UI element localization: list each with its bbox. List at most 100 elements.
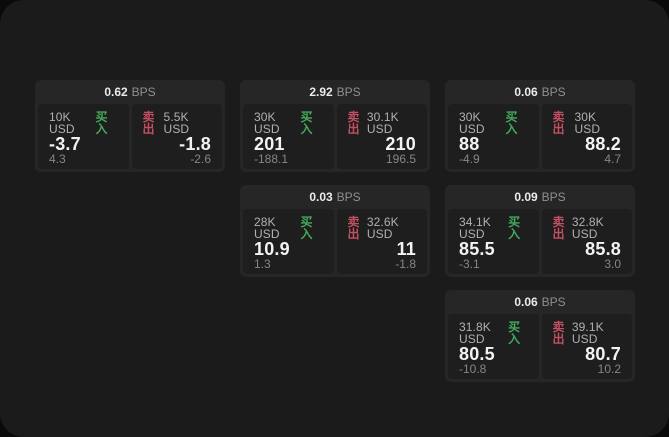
buy-panel[interactable]: 10K USD 买入 -3.7 4.3 [38, 104, 129, 169]
bps-unit-label: BPS [131, 85, 156, 99]
sell-panel[interactable]: 卖出 30K USD 88.2 4.7 [541, 104, 632, 169]
quote-panels: 28K USD 买入 10.9 1.3 卖出 32.6K USD 11 -1.8 [243, 209, 427, 274]
quote-panels: 30K USD 买入 88 -4.9 卖出 30K USD 88.2 4.7 [448, 104, 632, 169]
bps-unit-label: BPS [336, 190, 361, 204]
buy-delta: -10.8 [459, 362, 487, 376]
sell-price: -1.8 [179, 134, 211, 154]
buy-price: 80.5 [459, 344, 495, 364]
buy-panel[interactable]: 30K USD 买入 88 -4.9 [448, 104, 539, 169]
bps-unit-label: BPS [541, 295, 566, 309]
sell-price: 85.8 [585, 239, 621, 259]
buy-top-row: 34.1K USD 买入 [459, 216, 528, 240]
buy-panel[interactable]: 30K USD 买入 201 -188.1 [243, 104, 334, 169]
quote-card: 0.62 BPS 10K USD 买入 -3.7 4.3 卖出 5.5K USD… [35, 80, 225, 172]
buy-price: -3.7 [49, 134, 81, 154]
sell-label: 卖出 [552, 215, 565, 241]
sell-label: 卖出 [552, 110, 565, 136]
sell-delta: 3.0 [604, 257, 621, 271]
buy-delta: 4.3 [49, 152, 66, 166]
buy-top-row: 31.8K USD 买入 [459, 321, 528, 345]
sell-amount: 32.6K USD [366, 215, 399, 241]
quote-card: 0.06 BPS 31.8K USD 买入 80.5 -10.8 卖出 39.1… [445, 290, 635, 382]
sell-amount: 30K USD [574, 110, 601, 136]
sell-top-row: 卖出 5.5K USD [143, 111, 212, 135]
bps-header: 0.62 BPS [38, 80, 222, 104]
sell-top-row: 卖出 39.1K USD [553, 321, 622, 345]
buy-amount: 10K USD [49, 110, 75, 136]
sell-top-row: 卖出 32.8K USD [553, 216, 622, 240]
sell-delta: 196.5 [385, 152, 416, 166]
buy-amount: 34.1K USD [459, 215, 491, 241]
quote-panels: 34.1K USD 买入 85.5 -3.1 卖出 32.8K USD 85.8… [448, 209, 632, 274]
buy-panel[interactable]: 34.1K USD 买入 85.5 -3.1 [448, 209, 539, 274]
buy-top-row: 30K USD 买入 [254, 111, 323, 135]
buy-panel[interactable]: 31.8K USD 买入 80.5 -10.8 [448, 314, 539, 379]
buy-delta: -4.9 [459, 152, 480, 166]
sell-delta: -1.8 [395, 257, 416, 271]
sell-panel[interactable]: 卖出 30.1K USD 210 196.5 [336, 104, 427, 169]
buy-label: 买入 [508, 215, 521, 241]
bps-header: 0.06 BPS [448, 80, 632, 104]
buy-label: 买入 [300, 110, 313, 136]
quote-card: 0.03 BPS 28K USD 买入 10.9 1.3 卖出 32.6K US… [240, 185, 430, 277]
sell-label: 卖出 [142, 110, 155, 136]
buy-price: 201 [254, 134, 285, 154]
buy-delta: -188.1 [254, 152, 289, 166]
bps-value: 0.06 [514, 85, 538, 99]
buy-label: 买入 [508, 320, 521, 346]
bps-unit-label: BPS [541, 85, 566, 99]
sell-panel[interactable]: 卖出 32.8K USD 85.8 3.0 [541, 209, 632, 274]
buy-top-row: 10K USD 买入 [49, 111, 118, 135]
buy-price: 85.5 [459, 239, 495, 259]
sell-top-row: 卖出 30.1K USD [348, 111, 417, 135]
quote-panels: 31.8K USD 买入 80.5 -10.8 卖出 39.1K USD 80.… [448, 314, 632, 379]
quote-panels: 10K USD 买入 -3.7 4.3 卖出 5.5K USD -1.8 -2.… [38, 104, 222, 169]
sell-amount: 30.1K USD [366, 110, 399, 136]
buy-amount: 30K USD [254, 110, 280, 136]
sell-panel[interactable]: 卖出 39.1K USD 80.7 10.2 [541, 314, 632, 379]
quote-card: 0.06 BPS 30K USD 买入 88 -4.9 卖出 30K USD 8… [445, 80, 635, 172]
bps-header: 0.09 BPS [448, 185, 632, 209]
sell-price: 210 [385, 134, 416, 154]
sell-delta: 10.2 [597, 362, 621, 376]
sell-delta: -2.6 [190, 152, 211, 166]
sell-top-row: 卖出 32.6K USD [348, 216, 417, 240]
sell-price: 11 [396, 239, 416, 259]
sell-label: 卖出 [347, 110, 360, 136]
bps-value: 2.92 [309, 85, 333, 99]
sell-price: 88.2 [585, 134, 621, 154]
bps-header: 0.03 BPS [243, 185, 427, 209]
bps-value: 0.09 [514, 190, 538, 204]
sell-label: 卖出 [552, 320, 565, 346]
buy-top-row: 28K USD 买入 [254, 216, 323, 240]
bps-value: 0.06 [514, 295, 538, 309]
buy-delta: 1.3 [254, 257, 271, 271]
sell-amount: 5.5K USD [163, 110, 190, 136]
sell-price: 80.7 [585, 344, 621, 364]
sell-panel[interactable]: 卖出 5.5K USD -1.8 -2.6 [131, 104, 222, 169]
buy-label: 买入 [300, 215, 313, 241]
sell-top-row: 卖出 30K USD [553, 111, 622, 135]
bps-unit-label: BPS [541, 190, 566, 204]
quote-card: 2.92 BPS 30K USD 买入 201 -188.1 卖出 30.1K … [240, 80, 430, 172]
buy-price: 10.9 [254, 239, 290, 259]
sell-amount: 32.8K USD [571, 215, 604, 241]
buy-amount: 28K USD [254, 215, 280, 241]
bps-value: 0.62 [104, 85, 128, 99]
quote-panels: 30K USD 买入 201 -188.1 卖出 30.1K USD 210 1… [243, 104, 427, 169]
buy-panel[interactable]: 28K USD 买入 10.9 1.3 [243, 209, 334, 274]
bps-header: 2.92 BPS [243, 80, 427, 104]
sell-label: 卖出 [347, 215, 360, 241]
buy-delta: -3.1 [459, 257, 480, 271]
buy-amount: 31.8K USD [459, 320, 491, 346]
quote-card: 0.09 BPS 34.1K USD 买入 85.5 -3.1 卖出 32.8K… [445, 185, 635, 277]
buy-amount: 30K USD [459, 110, 485, 136]
sell-delta: 4.7 [604, 152, 621, 166]
sell-panel[interactable]: 卖出 32.6K USD 11 -1.8 [336, 209, 427, 274]
buy-label: 买入 [95, 110, 108, 136]
sell-amount: 39.1K USD [571, 320, 604, 346]
buy-label: 买入 [505, 110, 518, 136]
bps-header: 0.06 BPS [448, 290, 632, 314]
bps-value: 0.03 [309, 190, 333, 204]
